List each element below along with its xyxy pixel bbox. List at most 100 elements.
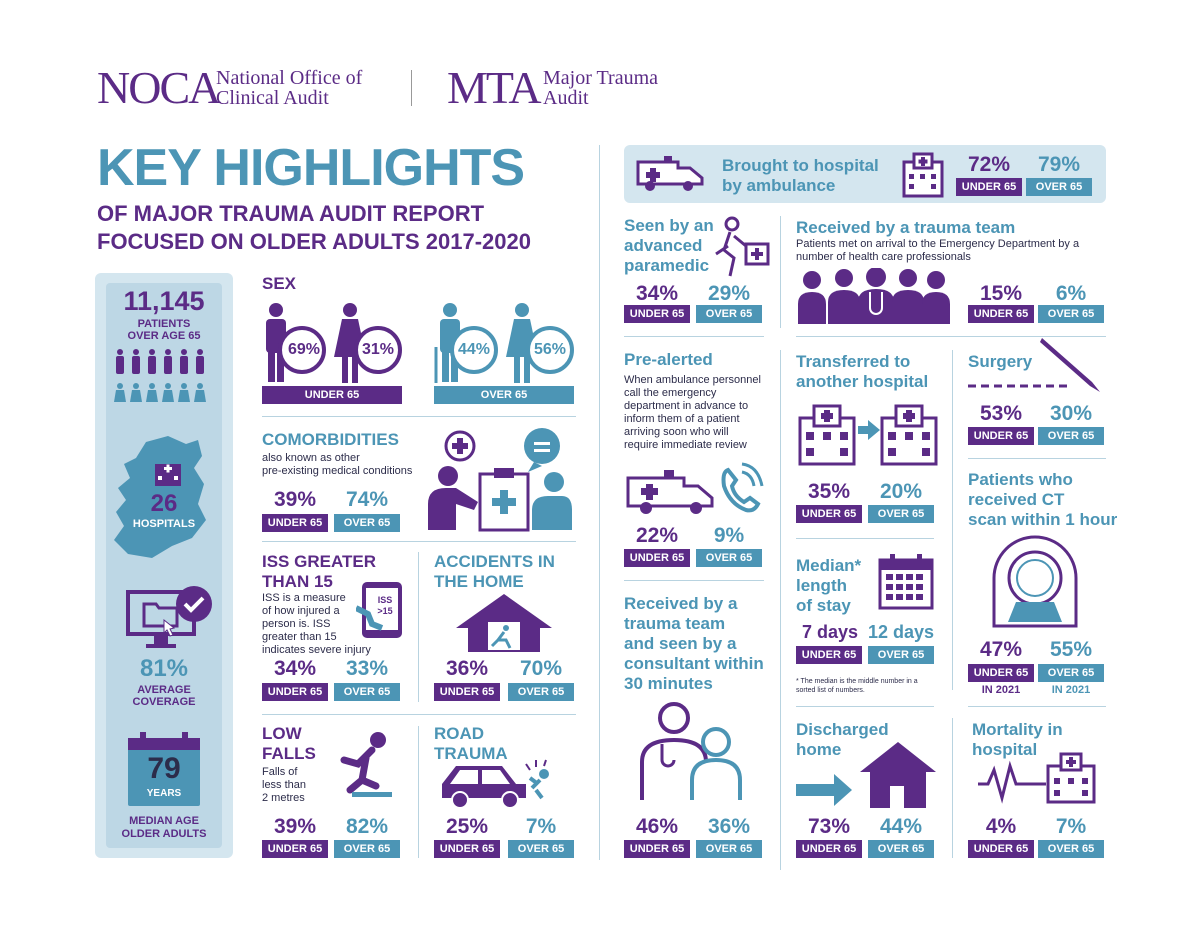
surgery-title: Surgery [968,352,1033,371]
low-falls-over65-tag: OVER 65 [334,840,400,858]
road-title-1: ROAD [434,724,485,743]
paramedic-title-2: advanced [624,236,703,255]
median-age-label-2: OLDER ADULTS [121,828,207,840]
paramedic-title-3: paramedic [624,256,710,275]
consultant-under65-pct: 46% [635,815,679,838]
prealerted-desc-3: department in advance to [624,400,749,412]
consultant-over65-pct: 36% [707,815,751,838]
road-title-2: TRAUMA [434,744,508,763]
home-under65-tag: UNDER 65 [434,683,500,701]
prealerted-desc-1: When ambulance personnel [624,374,761,386]
stay-calendar-icon [878,554,934,610]
discharged-under65-tag: UNDER 65 [796,840,862,858]
hospitals-count: 26 [150,490,178,517]
heartbeat-hospital-icon [978,752,1096,804]
consultant-under65-tag: UNDER 65 [624,840,690,858]
falling-person-icon [340,732,392,797]
prealerted-desc-6: require immediate review [624,439,747,451]
sex-over65-female-pct: 56% [533,341,567,358]
median-age-label-1: MEDIAN AGE [129,815,199,827]
home-under65-pct: 36% [445,657,489,680]
low-falls-title-1: LOW [262,724,302,743]
divider-sex [262,416,576,417]
divider-paramedic [624,336,764,337]
divider-prealerted [624,580,764,581]
subtitle-line2: FOCUSED ON OLDER ADULTS 2017-2020 [97,229,531,254]
iss-desc-3: person is. ISS [262,618,331,630]
noca-name-line1: National Office of [216,67,363,89]
ct-over65-year: IN 2021 [1051,684,1091,696]
ct-under65-pct: 47% [979,638,1023,661]
discharged-title: Discharged home [796,720,889,760]
trauma-team-desc-1: Patients met on arrival to the Emergency… [796,238,1080,250]
divider-falls-road [418,726,419,858]
discharged-over65-tag: OVER 65 [868,840,934,858]
hospitals-label: HOSPITALS [132,518,196,530]
patients-label-1: PATIENTS [137,318,191,330]
ambulance-title: Brought to hospital by ambulance [722,156,879,196]
iss-desc-4: greater than 15 [262,631,337,643]
ambulance-banner [624,145,1106,203]
iss-title: ISS GREATER THAN 15 [262,552,376,592]
iss-title-2: THAN 15 [262,572,333,591]
prealerted-desc-2: call the emergency [624,387,717,399]
home-title-2: THE HOME [434,572,524,591]
surgery-over65-tag: OVER 65 [1038,427,1104,445]
calendar-icon [128,732,200,806]
coverage-label-1: AVERAGE [137,684,191,696]
divider-trauma-team [796,336,1106,337]
center-divider [599,145,600,860]
transferred-title: Transferred to another hospital [796,352,928,392]
low-falls-under65-pct: 39% [273,815,317,838]
length-of-stay-title-3: of stay [796,596,851,615]
median-age-unit: YEARS [146,788,182,799]
length-of-stay-title: Median* length of stay [796,556,861,616]
length-of-stay-under65-tag: UNDER 65 [796,646,862,664]
road-under65-tag: UNDER 65 [434,840,500,858]
median-age-label: MEDIAN AGE OLDER ADULTS [106,815,222,841]
ct-title-2: received CT [968,490,1065,509]
patients-count: 11,145 [123,286,205,316]
ambulance-under65-tag: UNDER 65 [956,178,1022,196]
iss-desc-1: ISS is a measure [262,592,346,604]
comorbidities-under65-tag: UNDER 65 [262,514,328,532]
divider-comorbidities [262,541,576,542]
length-of-stay-note-1: * The median is the middle number in a [796,678,918,685]
transferred-title-2: another hospital [796,372,929,391]
mta-name: Major Trauma Audit [543,68,658,108]
tablet-icon [356,582,402,638]
road-over65-tag: OVER 65 [508,840,574,858]
hospital-transfer-icon [798,404,938,466]
ambulance-over65-pct: 79% [1037,153,1081,176]
divider-iss-home [418,552,419,702]
paramedic-title: Seen by an advanced paramedic [624,216,714,276]
divider-stay [796,706,934,707]
doctor-patient-icon [640,702,742,800]
iss-icon-text-1: ISS [377,595,393,605]
low-falls-desc-2: less than [262,779,307,791]
mortality-over65-pct: 7% [1055,815,1087,838]
comorbidities-title: COMORBIDITIES [262,430,399,449]
discharged-under65-pct: 73% [807,815,851,838]
consultant-title-4: consultant within [624,654,764,673]
length-of-stay-under65-value: 7 days [801,622,859,642]
mortality-under65-pct: 4% [985,815,1017,838]
ambulance-over65-tag: OVER 65 [1026,178,1092,196]
iss-under65-tag: UNDER 65 [262,683,328,701]
coverage-monitor-icon [126,586,212,648]
divider-paramedic-team [780,216,781,328]
home-title-1: ACCIDENTS IN [434,552,555,571]
transferred-over65-pct: 20% [879,480,923,503]
surgery-over65-pct: 30% [1049,402,1093,425]
ambulance-hospital-icon [902,152,944,198]
iss-under65-pct: 34% [273,657,317,680]
divider-iss [262,714,576,715]
transferred-over65-tag: OVER 65 [868,505,934,523]
discharged-title-1: Discharged [796,720,889,739]
doctor-consultation-icon [428,428,572,532]
iss-over65-tag: OVER 65 [334,683,400,701]
noca-name-line2: Clinical Audit [216,87,329,109]
home-over65-pct: 70% [519,657,563,680]
consultant-over65-tag: OVER 65 [696,840,762,858]
paramedic-under65-tag: UNDER 65 [624,305,690,323]
